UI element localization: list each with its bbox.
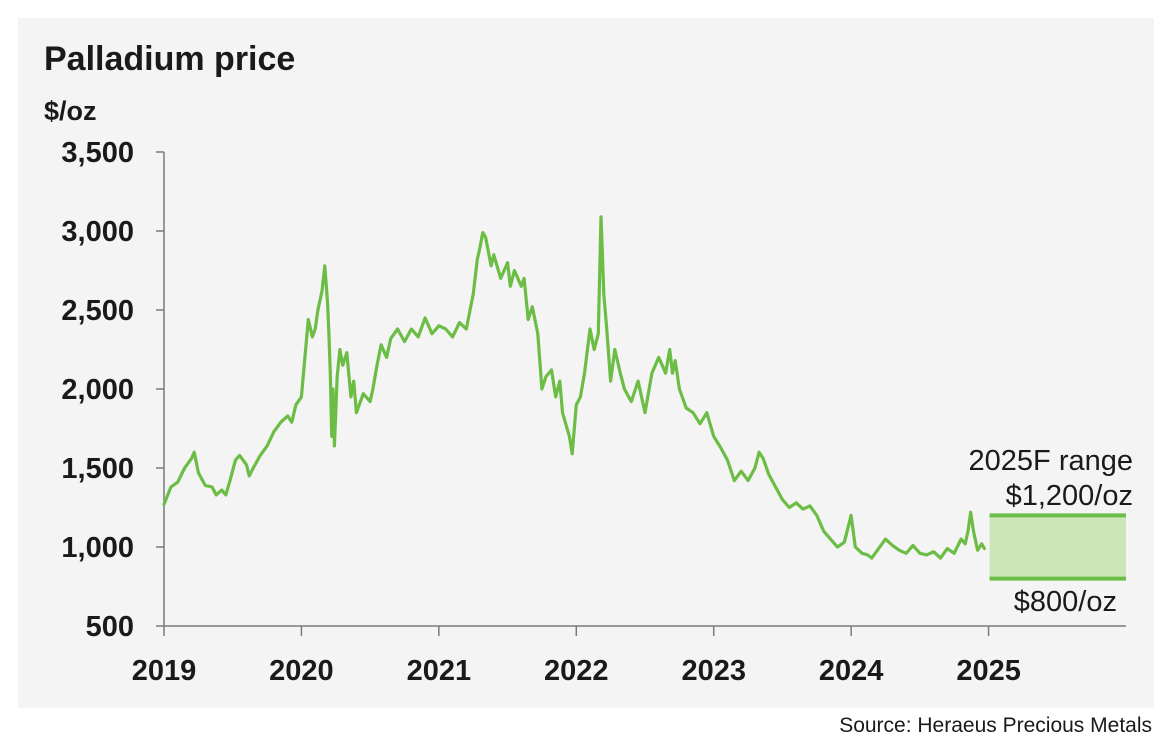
x-tick-label: 2020 [269,655,334,687]
palladium-price-line [162,215,986,560]
x-tick-label: 2021 [407,655,472,687]
forecast-range-label: 2025F range [969,445,1133,477]
x-tick-label: 2022 [544,655,609,687]
y-tick-label: 2,500 [61,295,134,327]
forecast-high-label: $1,200/oz [1006,480,1133,512]
forecast-range: 2025F range$1,200/oz $800/oz [969,445,1133,618]
tick-labels: 500 1,000 1,500 2,000 2,500 3,000 3,500 2019 202… [61,137,1020,687]
x-tick-label: 2025 [956,655,1021,687]
y-tick-label: 1,500 [61,453,134,485]
y-tick-label: 500 [86,611,134,643]
source-note: Source: Heraeus Precious Metals [839,714,1152,737]
x-tick-label: 2024 [819,655,884,687]
forecast-low-label: $800/oz [1014,586,1117,618]
axes [156,151,1126,636]
y-tick-label: 1,000 [61,532,134,564]
chart-title: Palladium price [44,40,296,78]
y-tick-label: 2,000 [61,374,134,406]
x-tick-label: 2019 [132,655,197,687]
forecast-range-box [989,515,1126,579]
y-axis-label: $/oz [44,96,97,126]
y-tick-label: 3,500 [61,137,134,169]
x-tick-label: 2023 [681,655,746,687]
series-layer [162,215,986,560]
y-tick-label: 3,000 [61,216,134,248]
